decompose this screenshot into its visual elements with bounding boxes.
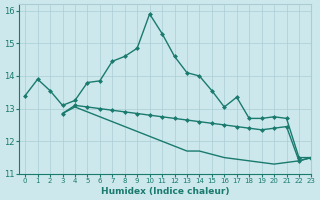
X-axis label: Humidex (Indice chaleur): Humidex (Indice chaleur) (101, 187, 229, 196)
